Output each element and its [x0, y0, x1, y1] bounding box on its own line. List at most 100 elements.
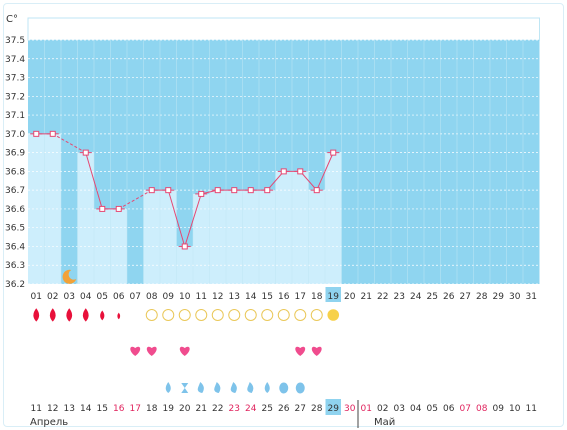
- temperature-point: [231, 187, 238, 194]
- ovulation-test-icon: [145, 309, 158, 321]
- cycle-day-label: 30: [509, 292, 521, 302]
- cycle-day-label: 23: [394, 292, 405, 302]
- calendar-date-label: 19: [163, 404, 175, 414]
- y-tick-label: 36.9: [5, 149, 25, 159]
- cycle-day-label: 16: [278, 292, 290, 302]
- temperature-point: [115, 205, 122, 212]
- half-drop-icon: [247, 382, 254, 393]
- cycle-day-label: 12: [212, 292, 223, 302]
- cycle-day-label: 22: [377, 292, 388, 302]
- temperature-point: [148, 187, 155, 194]
- cycle-day-label: 21: [361, 292, 372, 302]
- temperature-point: [330, 149, 337, 156]
- blood-drop-icon: [82, 308, 89, 322]
- month-april: Апрель: [30, 417, 69, 428]
- calendar-date-label: 09: [493, 404, 505, 414]
- cycle-day-label: 02: [47, 292, 58, 302]
- drop-full-icon: [165, 382, 171, 393]
- y-tick-label: 37.0: [5, 130, 25, 140]
- calendar-date-label: 07: [460, 404, 471, 414]
- cycle-day-label: 29: [493, 292, 505, 302]
- cycle-day-label: 06: [113, 292, 125, 302]
- y-tick-label: 37.2: [5, 92, 25, 102]
- calendar-date-label: 01: [361, 404, 372, 414]
- y-tick-label: 36.7: [5, 186, 25, 196]
- y-tick-label: 37.4: [5, 55, 25, 65]
- temperature-line-segment: [52, 133, 86, 154]
- calendar-date-label: 08: [476, 404, 488, 414]
- unit-label: C°: [6, 14, 18, 25]
- calendar-date-label: 10: [509, 404, 521, 414]
- temperature-point: [82, 149, 89, 156]
- temperature-line-segment: [299, 171, 318, 191]
- calendar-date-label: 30: [344, 404, 356, 414]
- temperature-point: [297, 168, 304, 175]
- cycle-day-label: 05: [97, 292, 108, 302]
- calendar-date-label: 22: [212, 404, 223, 414]
- blood-drop-icon: [33, 308, 40, 322]
- today-date-highlight: [325, 399, 341, 415]
- temperature-point: [280, 168, 287, 175]
- blood-drop-icon: [49, 308, 56, 322]
- temperature-point: [49, 130, 56, 137]
- y-tick-label: 36.6: [5, 205, 25, 215]
- temperature-bar: [275, 171, 292, 284]
- calendar-date-label: 05: [427, 404, 438, 414]
- ovulation-test-icon: [244, 309, 257, 321]
- ovulation-test-icon: [195, 309, 208, 321]
- cycle-day-label: 10: [179, 292, 191, 302]
- ovulation-test-icon: [228, 309, 241, 321]
- blood-drop-icon: [117, 312, 121, 320]
- cycle-day-label: 24: [410, 292, 422, 302]
- y-tick-label: 36.8: [5, 167, 25, 177]
- heart-icon: [295, 346, 306, 356]
- temperature-bar: [209, 190, 226, 284]
- temperature-bar: [226, 190, 243, 284]
- cycle-day-label: 26: [443, 292, 455, 302]
- temperature-line-segment: [266, 171, 285, 191]
- temperature-bar: [143, 190, 160, 284]
- egg-icon: [279, 382, 289, 394]
- y-tick-label: 36.3: [5, 261, 25, 271]
- temperature-point: [214, 187, 221, 194]
- chart-frame: [3, 3, 564, 427]
- temperature-bar: [193, 193, 210, 284]
- temperature-point: [33, 130, 40, 137]
- y-tick-label: 37.5: [5, 36, 25, 46]
- cycle-day-label: 18: [311, 292, 323, 302]
- egg-icon: [295, 382, 305, 394]
- cycle-day-label: 15: [262, 292, 273, 302]
- calendar-date-label: 12: [47, 404, 58, 414]
- cycle-day-label: 28: [476, 292, 488, 302]
- cycle-day-label: 03: [64, 292, 75, 302]
- temperature-point: [99, 205, 106, 212]
- calendar-date-label: 21: [196, 404, 207, 414]
- temperature-point: [264, 187, 271, 194]
- calendar-date-label: 24: [245, 404, 257, 414]
- cycle-day-label: 27: [460, 292, 471, 302]
- half-drop-icon: [197, 382, 204, 393]
- current-day-highlight: [325, 287, 341, 302]
- cycle-day-label: 09: [163, 292, 175, 302]
- ovulation-test-icon: [310, 309, 323, 321]
- calendar-date-label: 11: [526, 404, 537, 414]
- calendar-date-label: 16: [113, 404, 125, 414]
- chart-header-strip: [27, 17, 540, 41]
- hourglass-icon: [181, 383, 189, 393]
- calendar-date-label: 18: [146, 404, 158, 414]
- calendar-date-label: 06: [443, 404, 455, 414]
- heart-icon: [179, 346, 190, 356]
- calendar-date-label: 26: [278, 404, 290, 414]
- ovulation-test-icon: [211, 309, 224, 321]
- cycle-day-label: 25: [427, 292, 438, 302]
- cycle-day-label: 08: [146, 292, 158, 302]
- y-tick-label: 37.3: [5, 74, 25, 84]
- heart-icon: [146, 346, 157, 356]
- heart-icon: [130, 346, 141, 356]
- y-tick-label: 36.5: [5, 224, 25, 234]
- temperature-line-segment: [85, 152, 103, 210]
- ovulation-test-icon: [178, 309, 191, 321]
- temperature-line-segment: [184, 193, 202, 247]
- ovulation-test-icon: [277, 309, 290, 321]
